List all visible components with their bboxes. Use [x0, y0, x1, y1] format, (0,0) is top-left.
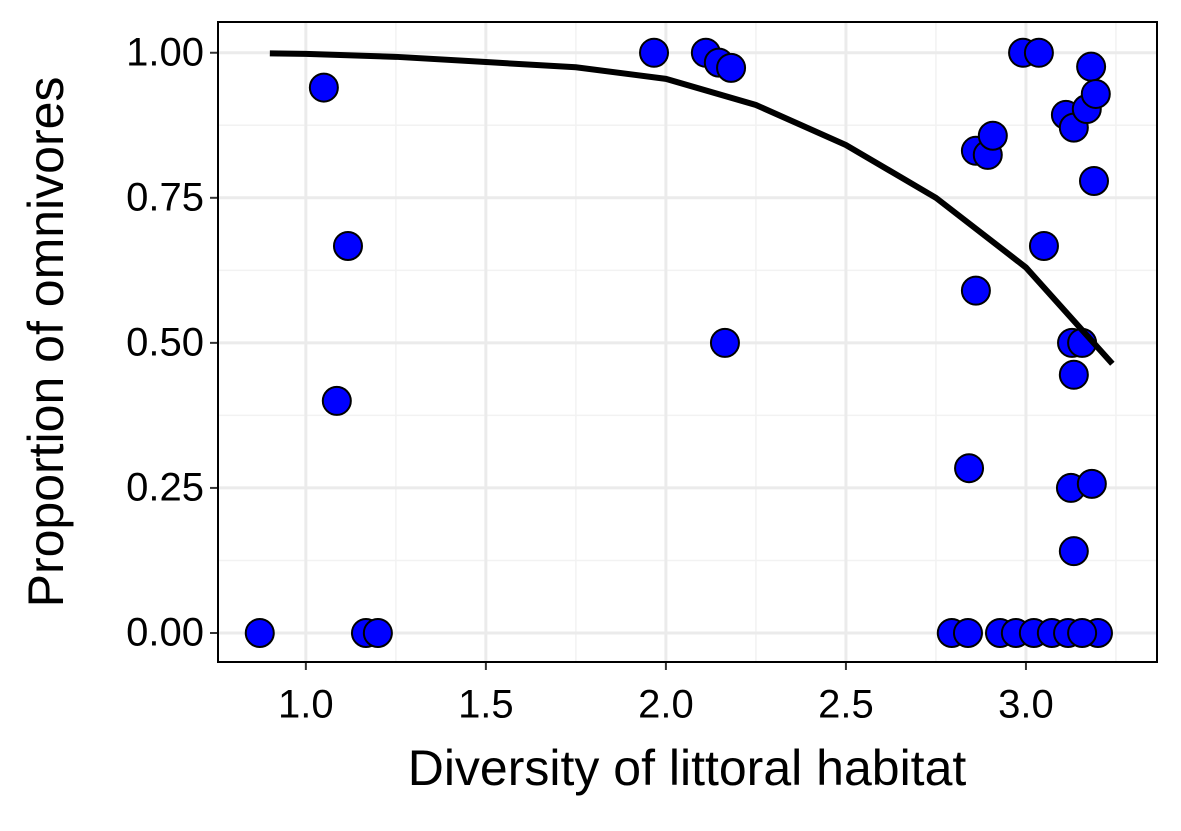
y-tick-label: 0.75: [126, 175, 204, 219]
plot-border: [217, 21, 1158, 663]
point: [244, 617, 275, 648]
point: [952, 617, 983, 648]
x-tick-label: 3.0: [998, 683, 1054, 727]
y-axis-title: Proportion of omnivores: [18, 77, 74, 608]
point: [1058, 536, 1089, 567]
point: [960, 275, 991, 306]
point: [709, 327, 740, 358]
point: [1076, 468, 1107, 499]
point: [1023, 37, 1054, 68]
point: [332, 230, 363, 261]
point: [1078, 165, 1109, 196]
point: [716, 52, 747, 83]
fit-line: [269, 50, 1115, 366]
point: [1080, 78, 1111, 109]
point: [1076, 51, 1107, 82]
point: [1058, 359, 1089, 390]
x-tick-label: 2.5: [818, 683, 874, 727]
x-axis-title: Diversity of littoral habitat: [408, 740, 967, 796]
point: [954, 453, 985, 484]
point: [639, 37, 670, 68]
y-tick-label: 0.50: [126, 320, 204, 364]
point: [321, 385, 352, 416]
y-tick-label: 0.00: [126, 611, 204, 655]
point: [1067, 617, 1098, 648]
y-tick-label: 1.00: [126, 30, 204, 74]
x-tick-label: 2.0: [638, 683, 694, 727]
point: [1028, 230, 1059, 261]
x-tick-label: 1.5: [458, 683, 514, 727]
point: [362, 617, 393, 648]
y-tick-label: 0.25: [126, 465, 204, 509]
x-tick-label: 1.0: [278, 683, 334, 727]
point: [977, 120, 1008, 151]
point: [308, 72, 339, 103]
